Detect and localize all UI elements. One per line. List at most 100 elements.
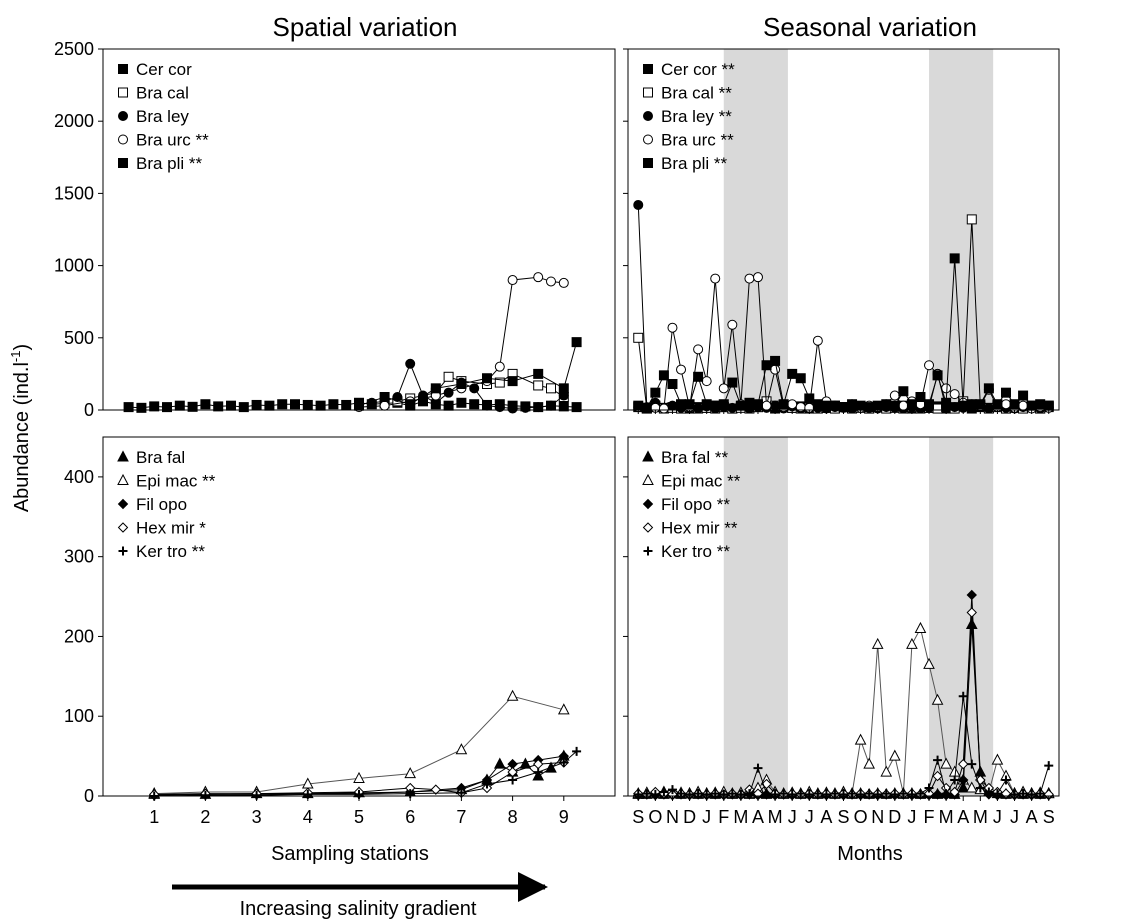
data-point <box>787 399 798 410</box>
data-point <box>238 402 249 413</box>
legend-label: Ker tro ** <box>136 542 205 561</box>
data-point <box>482 400 492 411</box>
x-tick-label: 6 <box>405 807 415 827</box>
legend-entry: Hex mir ** <box>642 519 738 538</box>
series-bra-pli <box>354 337 582 411</box>
x-tick-label: S <box>1043 807 1055 827</box>
plot-frame <box>627 436 1060 797</box>
x-tick-label: A <box>752 807 764 827</box>
legend-marker <box>643 134 653 145</box>
legend-label: Bra fal <box>136 448 185 467</box>
data-point <box>328 399 339 410</box>
data-point <box>1018 789 1028 799</box>
legend-entry: Bra fal ** <box>642 448 728 467</box>
x-tick-label: 2 <box>200 807 210 827</box>
y-tick-label: 200 <box>64 626 94 646</box>
data-point <box>975 783 985 793</box>
y-tick-label: 500 <box>64 328 94 348</box>
legend-marker <box>118 546 128 556</box>
data-point <box>898 386 909 397</box>
data-point <box>633 199 644 210</box>
legend-label: Bra ley ** <box>661 107 732 126</box>
data-point <box>932 770 943 782</box>
data-point <box>443 387 454 398</box>
legend-marker <box>118 158 128 168</box>
x-tick-label: S <box>837 807 849 827</box>
data-point <box>684 399 695 410</box>
data-point <box>796 789 806 799</box>
data-point <box>1026 400 1037 411</box>
data-point <box>149 401 160 412</box>
legend-entry: Cer cor ** <box>643 60 735 79</box>
data-point <box>863 757 875 769</box>
data-point <box>1000 399 1011 410</box>
data-point <box>507 376 518 387</box>
data-point <box>966 214 977 225</box>
data-point <box>752 272 763 283</box>
data-point <box>494 402 505 413</box>
data-point <box>533 767 543 777</box>
legend-marker <box>642 450 654 462</box>
data-point <box>482 779 492 789</box>
data-point <box>533 402 544 413</box>
data-point <box>506 689 519 701</box>
data-point <box>315 400 326 411</box>
data-point <box>983 403 994 414</box>
data-point <box>779 789 789 799</box>
data-point <box>354 400 364 411</box>
data-point <box>744 273 755 284</box>
shaded-period <box>929 437 994 796</box>
legend-label: Bra cal <box>136 84 189 103</box>
data-point <box>710 273 721 284</box>
data-point <box>572 746 582 756</box>
x-tick-label: 4 <box>303 807 313 827</box>
legend-label: Bra urc ** <box>136 131 209 150</box>
y-tick-label: 2500 <box>54 39 94 59</box>
data-point <box>1001 775 1011 785</box>
legend-entry: Epi mac ** <box>642 472 741 491</box>
data-point <box>958 774 969 786</box>
series-line <box>154 750 577 797</box>
data-point <box>379 392 390 403</box>
data-point <box>915 789 925 799</box>
data-point <box>667 322 678 333</box>
x-tick-label: 3 <box>252 807 262 827</box>
data-point <box>984 787 994 797</box>
data-point <box>676 399 687 410</box>
data-point <box>950 775 960 785</box>
data-point <box>933 755 943 765</box>
data-point <box>753 763 763 773</box>
x-tick-label: N <box>666 807 679 827</box>
data-point <box>975 399 986 410</box>
data-point <box>1035 789 1045 799</box>
shaded-period <box>723 437 788 796</box>
data-point <box>650 387 661 398</box>
series-bra-urc <box>354 272 569 413</box>
data-point <box>676 364 687 375</box>
data-point <box>264 400 275 411</box>
x-tick-label: J <box>993 807 1002 827</box>
data-point <box>658 403 669 414</box>
legend-entry: Bra fal <box>117 448 185 467</box>
data-point <box>880 765 893 777</box>
data-point <box>932 789 943 800</box>
data-point <box>727 789 737 799</box>
data-point <box>906 399 917 410</box>
y-tick-label: 1500 <box>54 183 94 203</box>
y-tick-label: 300 <box>64 547 94 567</box>
data-point <box>642 789 652 799</box>
data-point <box>1000 387 1011 398</box>
data-point <box>405 358 416 369</box>
legend-label: Fil opo <box>136 495 187 514</box>
data-point <box>872 400 883 411</box>
data-point <box>752 399 763 410</box>
data-point <box>727 377 738 388</box>
data-point <box>761 400 772 411</box>
shaded-period <box>723 49 788 410</box>
legend-marker <box>643 111 653 121</box>
data-point <box>405 399 416 410</box>
x-tick-label: M <box>939 807 954 827</box>
data-point <box>353 771 365 783</box>
legend-marker <box>118 64 128 74</box>
